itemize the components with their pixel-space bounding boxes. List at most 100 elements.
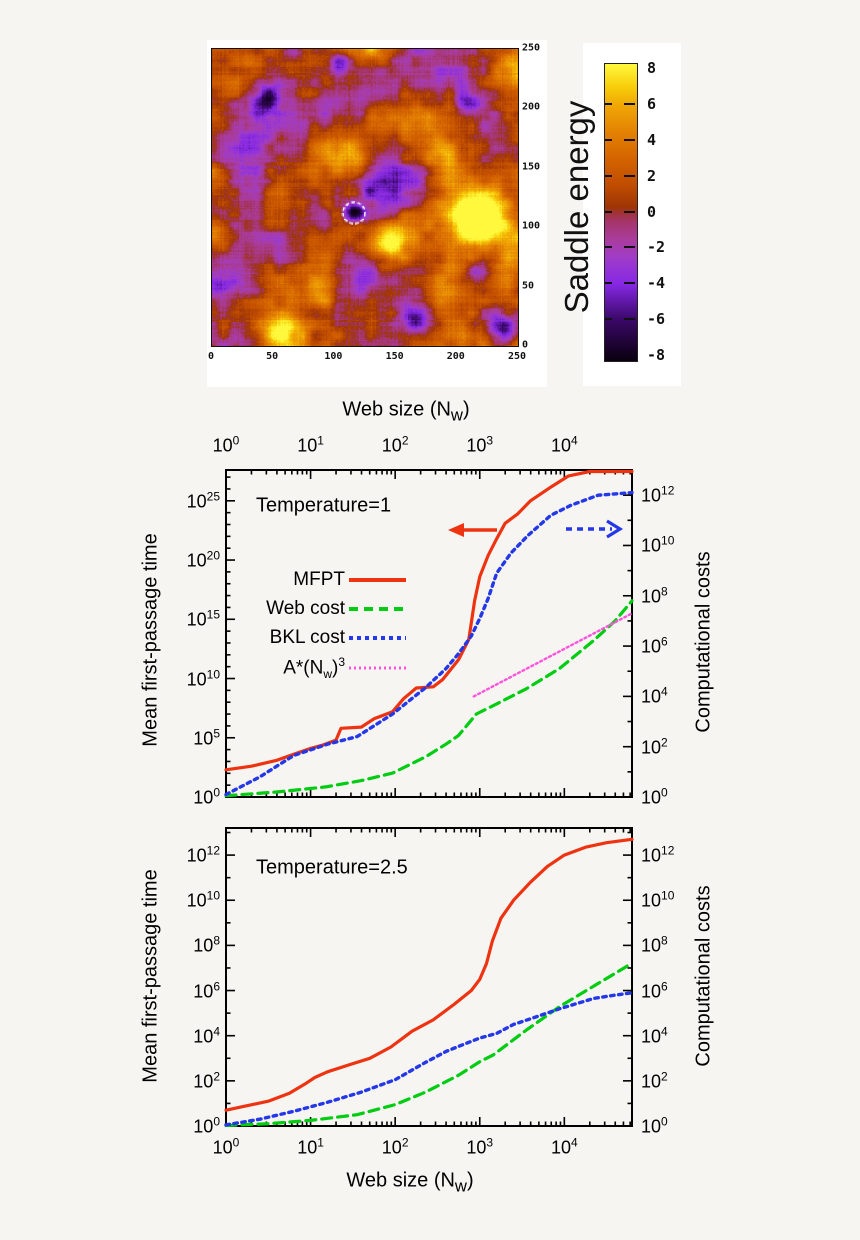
heatmap-x-tick-label: 250 (507, 351, 527, 362)
chart-temperature-2.5 (224, 827, 634, 1128)
heatmap-canvas (211, 48, 519, 347)
chart-temperature-1-right-tick-label: 102 (641, 735, 668, 758)
legend-label-bkl-cost: BKL cost (269, 627, 345, 648)
chart-temperature-2.5-x-tick-label: 104 (550, 1135, 578, 1158)
colorbar-tick-label: 8 (647, 59, 657, 78)
colorbar-tickmark (624, 282, 635, 285)
chart-temperature-2.5-right-tick-label: 1010 (641, 888, 675, 911)
axis-arrow-left (448, 523, 497, 537)
heatmap-y-tick-label: 50 (522, 280, 535, 292)
colorbar-tick-label: -8 (647, 345, 666, 364)
chart-temperature-2.5-x-tick-label: 103 (466, 1135, 494, 1158)
legend-label-mfpt: MFPT (293, 569, 345, 590)
heatmap-y-tick-label: 250 (522, 42, 541, 54)
chart-temperature-1-right-tick-label: 1012 (641, 483, 675, 506)
chart-temperature-1-left-tick-label: 1010 (186, 667, 220, 690)
colorbar-tickmark (624, 210, 635, 213)
colorbar-tick-label: -6 (647, 309, 666, 328)
heatmap-y-tick-label: 100 (522, 220, 541, 232)
chart-temperature-1-left-tick-label: 1015 (186, 607, 220, 630)
chart-temperature-1-x-tick-label: 102 (381, 433, 409, 456)
chart-temperature-2.5-right-tick-label: 1012 (641, 843, 675, 866)
chart1-temperature-annotation: Temperature=1 (256, 494, 392, 517)
chart-temperature-2.5-left-tick-label: 104 (193, 1024, 220, 1047)
chart1-xlabel: Web size (Nw) (342, 398, 470, 425)
chart1-right-axis-title: Computational costs (692, 551, 715, 733)
chart-temperature-2.5-right-tick-label: 104 (641, 1024, 668, 1047)
colorbar-tickmark (605, 282, 612, 285)
legend-label-astar: A*(Nw)3 (283, 654, 345, 682)
chart2-temperature-annotation: Temperature=2.5 (256, 856, 408, 879)
heatmap-x-tick-label: 50 (266, 351, 279, 362)
chart-temperature-2.5-left-tick-label: 1012 (186, 843, 220, 866)
chart-temperature-2.5-x-tick-label: 102 (381, 1135, 409, 1158)
heatmap-x-tick-label: 150 (385, 351, 404, 362)
chart-temperature-2.5-left-tick-label: 100 (193, 1114, 220, 1137)
chart-temperature-1-left-tick-label: 100 (193, 785, 220, 808)
heatmap-y-tick-label: 200 (522, 101, 541, 113)
chart-temperature-2.5-right-tick-label: 100 (641, 1114, 668, 1137)
chart-temperature-2.5-x-tick-label: 101 (297, 1135, 324, 1158)
colorbar-tickmark (624, 246, 635, 249)
chart-temperature-1-right-tick-label: 104 (641, 684, 668, 707)
chart-temperature-1-left-tick-label: 105 (193, 726, 220, 749)
curve-a-n-w-3 (472, 612, 634, 698)
curve-web-cost (224, 961, 634, 1128)
axis-arrow-right (566, 519, 624, 539)
curve-bkl-cost (224, 490, 634, 797)
colorbar-tickmark (605, 138, 612, 141)
legend-line-bkl-cost (349, 636, 406, 640)
chart-temperature-1-x-tick-label: 104 (550, 433, 578, 456)
curve-mfpt (224, 837, 634, 1112)
chart-temperature-1-left-tick-label: 1020 (186, 548, 220, 571)
chart-temperature-1-x-tick-label: 100 (212, 433, 240, 456)
legend-line-mfpt (349, 578, 406, 582)
chart-temperature-1 (224, 469, 634, 798)
colorbar-gradient (604, 63, 638, 362)
curve-bkl-cost (224, 991, 634, 1127)
chart-temperature-2.5-left-tick-label: 1010 (186, 888, 220, 911)
curve-web-cost (224, 599, 634, 798)
colorbar-tickmark (624, 174, 635, 177)
heatmap-x-tick-label: 0 (207, 351, 215, 362)
chart-temperature-2.5-right-tick-label: 102 (641, 1069, 668, 1092)
colorbar-tickmark (624, 103, 635, 106)
colorbar-tickmark (624, 317, 635, 320)
chart-temperature-2.5-left-tick-label: 106 (193, 979, 220, 1002)
colorbar-tickmark (605, 246, 612, 249)
colorbar-tickmark (624, 138, 635, 141)
chart2-xlabel: Web size (Nw) (346, 1169, 474, 1196)
chart-temperature-1-right-tick-label: 100 (641, 785, 668, 808)
colorbar-tickmark (605, 174, 612, 177)
chart-temperature-2.5-x-tick-label: 100 (212, 1135, 240, 1158)
heatmap-x-tick-label: 100 (324, 351, 343, 362)
chart-temperature-1-x-tick-label: 101 (297, 433, 324, 456)
chart-temperature-2.5-left-tick-label: 108 (193, 933, 220, 956)
colorbar-tick-label: 4 (647, 130, 657, 149)
legend-label-web-cost: Web cost (266, 598, 345, 619)
legend-line-astar (349, 666, 406, 670)
colorbar-tickmark (605, 103, 612, 106)
colorbar-tick-label: -4 (647, 274, 666, 293)
chart-temperature-2.5-left-tick-label: 102 (193, 1069, 220, 1092)
chart-temperature-2.5-right-tick-label: 106 (641, 979, 668, 1002)
chart2-right-axis-title: Computational costs (692, 885, 715, 1067)
chart-temperature-2.5-right-tick-label: 108 (641, 933, 668, 956)
colorbar-tickmark (605, 317, 612, 320)
colorbar-tickmark (605, 210, 612, 213)
colorbar-tick-label: -2 (647, 238, 666, 257)
colorbar-tick-label: 2 (647, 166, 657, 185)
chart-temperature-1-x-tick-label: 103 (466, 433, 494, 456)
chart-temperature-1-right-tick-label: 1010 (641, 533, 675, 556)
heatmap-y-tick-label: 0 (522, 339, 529, 351)
heatmap-y-tick-label: 150 (522, 161, 541, 173)
heatmap-x-tick-label: 200 (446, 351, 465, 362)
colorbar-tick-label: 6 (647, 95, 657, 114)
chart-temperature-1-left-tick-label: 1025 (186, 489, 220, 512)
chart-temperature-1-right-tick-label: 108 (641, 584, 668, 607)
chart-temperature-1-right-tick-label: 106 (641, 634, 668, 657)
legend-line-web-cost (349, 607, 406, 611)
colorbar-tick-label: 0 (647, 202, 657, 221)
